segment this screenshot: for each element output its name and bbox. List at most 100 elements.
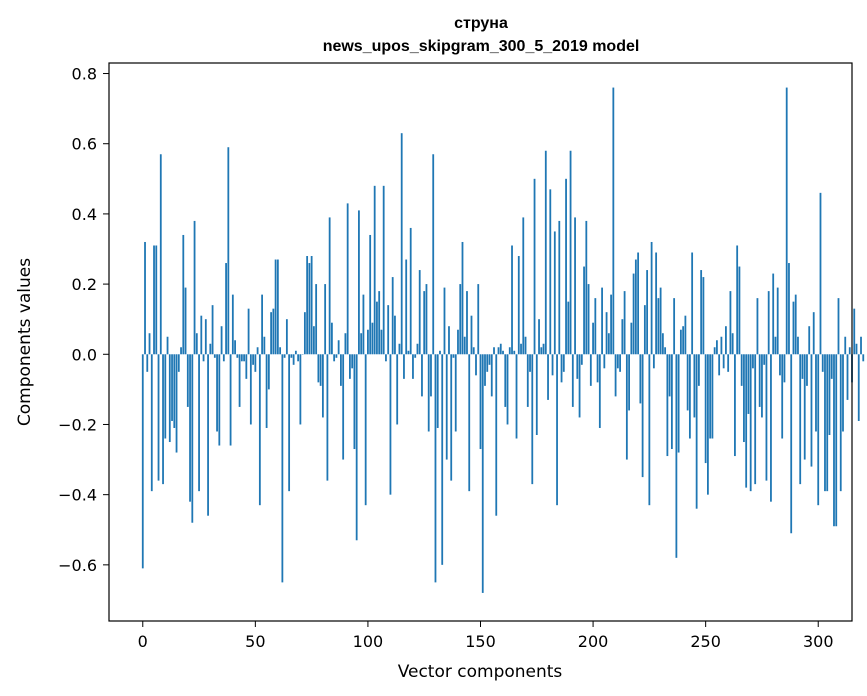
bar — [520, 343, 522, 355]
bar — [256, 347, 259, 355]
bar — [396, 354, 399, 425]
bar — [382, 185, 385, 355]
bar — [684, 315, 687, 355]
bar — [758, 354, 761, 407]
bar — [184, 287, 187, 355]
bar — [236, 354, 239, 358]
bar — [743, 354, 745, 443]
bar — [808, 326, 811, 355]
bar — [844, 336, 847, 355]
bar — [193, 220, 196, 355]
bar — [679, 329, 682, 355]
bar — [646, 270, 649, 355]
bar — [544, 150, 547, 355]
bar — [416, 343, 419, 355]
bar — [432, 154, 435, 355]
bar — [700, 270, 703, 355]
bar — [747, 354, 750, 414]
bar — [659, 287, 662, 355]
bar — [691, 252, 694, 355]
bar — [801, 354, 804, 379]
bar — [788, 263, 790, 355]
bar — [767, 291, 770, 355]
bar — [344, 333, 347, 355]
bar — [704, 354, 707, 464]
bar — [430, 354, 432, 397]
bar — [333, 354, 336, 362]
bar — [463, 336, 466, 355]
bar — [560, 354, 563, 383]
bar — [459, 284, 462, 355]
bar — [702, 277, 705, 355]
bar — [857, 354, 860, 421]
y-axis-label: Components values — [15, 258, 35, 426]
bar — [580, 354, 583, 365]
bar — [358, 210, 360, 355]
bar — [605, 312, 608, 355]
bar — [839, 354, 842, 492]
bar — [765, 354, 768, 481]
y-tick-label: 0.2 — [72, 275, 97, 294]
bar — [553, 231, 556, 355]
bar — [657, 298, 660, 355]
bar — [481, 354, 484, 593]
bar — [421, 354, 423, 397]
bar — [749, 354, 752, 492]
bar — [594, 298, 597, 355]
y-tick-label: 0.0 — [72, 345, 97, 364]
bar — [616, 354, 619, 369]
bar — [306, 256, 309, 355]
bar — [752, 354, 754, 369]
bar — [797, 336, 799, 355]
bar — [603, 354, 606, 369]
bar — [650, 241, 653, 355]
bar — [819, 192, 822, 355]
bar — [830, 354, 833, 379]
bar — [389, 354, 392, 495]
bar — [373, 185, 376, 355]
bar — [670, 354, 673, 450]
bar — [164, 354, 167, 439]
bar — [376, 301, 378, 355]
bar — [745, 354, 748, 488]
bar — [524, 336, 527, 355]
bar — [321, 354, 324, 418]
bar — [461, 241, 464, 355]
bar — [601, 287, 603, 355]
bar — [628, 354, 630, 411]
bar — [632, 273, 635, 355]
bar — [508, 347, 511, 355]
bar — [198, 354, 200, 492]
bar — [812, 312, 815, 355]
bar — [686, 354, 689, 411]
bar — [310, 256, 313, 355]
bar — [175, 354, 178, 453]
bar — [258, 354, 261, 506]
bar — [734, 354, 736, 457]
bar — [391, 277, 394, 355]
bar — [385, 354, 387, 362]
bar — [673, 298, 676, 355]
bar — [155, 245, 158, 355]
bar — [448, 326, 450, 355]
bar — [567, 301, 570, 355]
bar — [349, 354, 351, 379]
bar — [423, 291, 426, 355]
bar — [551, 354, 554, 376]
bar — [549, 189, 552, 355]
bar — [409, 227, 412, 355]
bar — [596, 354, 599, 383]
bar — [547, 354, 549, 400]
bar — [821, 354, 824, 372]
bar — [265, 354, 268, 428]
bar — [720, 336, 723, 355]
bar — [835, 354, 838, 527]
bar — [607, 333, 610, 355]
bar — [171, 354, 173, 421]
bar — [267, 354, 270, 390]
bar — [364, 354, 367, 506]
bar — [576, 354, 579, 379]
bar — [790, 354, 793, 534]
y-tick-label: −0.6 — [58, 556, 97, 575]
bar — [522, 217, 525, 355]
